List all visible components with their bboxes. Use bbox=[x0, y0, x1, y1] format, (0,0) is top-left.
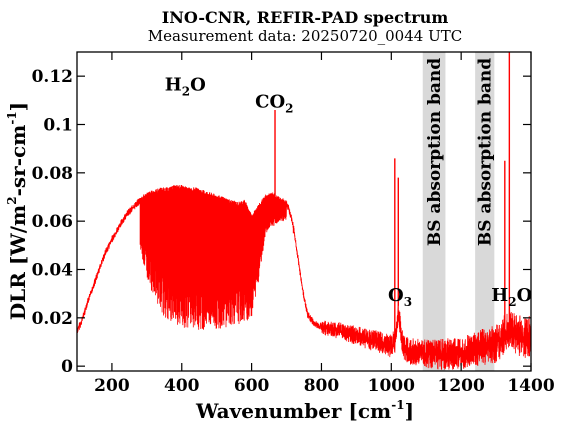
annotation-base-1: CO bbox=[255, 92, 285, 113]
spectrum-spikes bbox=[274, 52, 511, 338]
x-tick-label-5: 1200 bbox=[437, 376, 484, 396]
x-axis-label: Wavenumber [cm-1] bbox=[195, 398, 414, 423]
annotation-1: CO2 bbox=[255, 92, 293, 116]
y-tick-label-1: 0.02 bbox=[32, 309, 73, 329]
y-axis-label-sup2: -1 bbox=[5, 111, 19, 124]
x-tick-label-3: 800 bbox=[304, 376, 340, 396]
y-axis-label-tail: ] bbox=[6, 102, 30, 111]
annotation-base-0: H bbox=[165, 75, 182, 96]
annotation-base-3: H bbox=[491, 285, 508, 306]
y-axis-ticks: 0 0.02 0.04 0.06 0.08 0.1 0.12 bbox=[32, 67, 531, 377]
spectrum-line bbox=[76, 184, 532, 370]
x-tick-label-4: 1000 bbox=[368, 376, 415, 396]
chart-subtitle: Measurement data: 20250720_0044 UTC bbox=[148, 27, 462, 45]
y-axis-label-main: DLR [W/m bbox=[6, 205, 30, 320]
y-axis-label-mid: -sr-cm bbox=[6, 125, 30, 197]
y-axis-label-sup1: 2 bbox=[5, 196, 19, 204]
x-axis-label-sup: -1 bbox=[391, 398, 404, 412]
x-tick-label-2: 600 bbox=[234, 376, 270, 396]
absorption-bands: BS absorption band BS absorption band bbox=[422, 52, 496, 371]
x-tick-label-1: 400 bbox=[164, 376, 200, 396]
y-axis-label: DLR [W/m2-sr-cm-1] bbox=[5, 102, 30, 320]
x-tick-label-6: 1400 bbox=[507, 376, 554, 396]
y-tick-label-6: 0.12 bbox=[32, 67, 73, 87]
y-tick-label-4: 0.08 bbox=[32, 164, 73, 184]
annotation-sub-0: 2 bbox=[182, 85, 190, 99]
x-tick-label-0: 200 bbox=[94, 376, 130, 396]
absorption-band-0 bbox=[422, 52, 446, 371]
annotation-tail-3: O bbox=[517, 285, 533, 306]
annotation-sub-3: 2 bbox=[508, 295, 516, 309]
x-axis-label-main: Wavenumber [cm bbox=[195, 399, 391, 423]
plot-frame bbox=[76, 51, 532, 372]
y-tick-label-2: 0.04 bbox=[32, 261, 74, 281]
annotation-sub-1: 2 bbox=[285, 102, 293, 116]
annotation-base-2: O bbox=[388, 285, 404, 306]
annotation-tail-0: O bbox=[190, 75, 206, 96]
absorption-band-label-1: BS absorption band bbox=[476, 58, 496, 246]
annotation-2: O3 bbox=[388, 285, 412, 309]
annotation-0: H2O bbox=[165, 75, 206, 99]
chart-title: INO-CNR, REFIR-PAD spectrum bbox=[162, 8, 449, 27]
annotation-3: H2O bbox=[491, 285, 532, 309]
x-axis-ticks: 200 400 600 800 1000 1200 1400 bbox=[94, 52, 555, 396]
y-tick-label-5: 0.1 bbox=[43, 116, 73, 136]
x-axis-label-tail: ] bbox=[405, 399, 414, 423]
absorption-band-label-0: BS absorption band bbox=[425, 58, 445, 246]
spectrum-series bbox=[76, 184, 532, 370]
y-tick-label-3: 0.06 bbox=[32, 212, 73, 232]
y-tick-label-0: 0 bbox=[61, 357, 73, 377]
annotation-sub-2: 3 bbox=[404, 295, 412, 309]
absorption-band-1 bbox=[475, 52, 495, 371]
